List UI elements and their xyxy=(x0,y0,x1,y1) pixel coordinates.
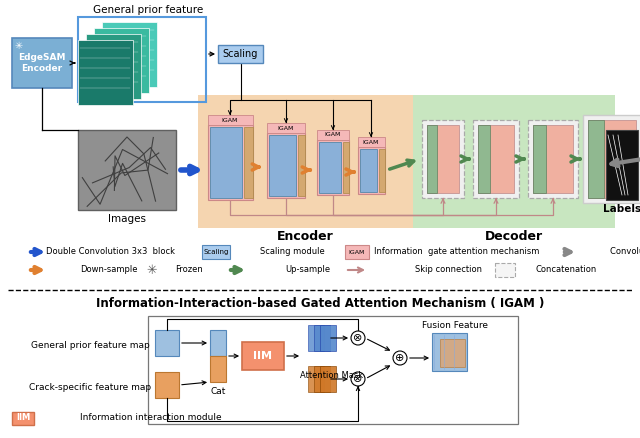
Bar xyxy=(317,130,349,140)
Bar xyxy=(422,120,464,198)
Bar xyxy=(86,34,141,99)
Bar xyxy=(155,372,179,398)
Bar xyxy=(94,28,149,93)
Bar xyxy=(588,120,604,198)
Bar xyxy=(379,149,385,192)
Bar xyxy=(478,125,490,193)
Bar xyxy=(298,135,305,196)
Text: IGAM: IGAM xyxy=(278,126,294,131)
Text: Scaling: Scaling xyxy=(222,49,258,59)
Text: Concatenation: Concatenation xyxy=(535,265,596,275)
Text: ✳: ✳ xyxy=(15,41,23,51)
Bar xyxy=(360,149,377,192)
Bar xyxy=(242,342,284,370)
Text: IIM: IIM xyxy=(253,351,273,361)
Bar xyxy=(583,115,640,203)
Text: Scaling module: Scaling module xyxy=(260,247,324,257)
Bar xyxy=(12,412,34,425)
Bar xyxy=(478,125,514,193)
Text: Scaling: Scaling xyxy=(204,249,228,255)
Text: Double Convolution 3x3  block: Double Convolution 3x3 block xyxy=(45,247,175,257)
Bar xyxy=(210,330,226,356)
Text: Decoder: Decoder xyxy=(485,230,543,243)
Text: ⊗: ⊗ xyxy=(353,333,363,343)
Bar xyxy=(148,316,518,424)
Bar xyxy=(78,130,176,210)
Text: General prior feature map: General prior feature map xyxy=(31,340,149,350)
Bar xyxy=(269,135,296,196)
Bar xyxy=(319,142,341,193)
Bar xyxy=(528,120,578,198)
Bar xyxy=(12,38,72,88)
Bar xyxy=(208,125,253,200)
Circle shape xyxy=(393,351,407,365)
Text: General prior feature: General prior feature xyxy=(93,5,203,15)
Bar xyxy=(533,125,546,193)
Bar xyxy=(267,123,305,133)
Bar xyxy=(267,133,305,198)
Text: Attention Mask: Attention Mask xyxy=(300,371,364,379)
Text: EdgeSAM
Encoder: EdgeSAM Encoder xyxy=(19,53,66,73)
Bar xyxy=(218,45,263,63)
Text: Up-sample: Up-sample xyxy=(285,265,330,275)
Bar xyxy=(427,125,437,193)
Bar xyxy=(210,356,226,382)
Bar xyxy=(208,115,253,125)
Text: IIM: IIM xyxy=(16,413,30,423)
Bar xyxy=(244,127,253,198)
Bar xyxy=(345,245,369,259)
Bar xyxy=(202,245,230,259)
Bar xyxy=(606,130,638,200)
Bar xyxy=(102,22,157,87)
Text: Convolution 1x1: Convolution 1x1 xyxy=(610,247,640,257)
Bar xyxy=(413,95,615,228)
Text: ⊕: ⊕ xyxy=(396,353,404,363)
Text: IGAM: IGAM xyxy=(222,117,238,123)
Text: Information interaction module: Information interaction module xyxy=(80,413,221,423)
Text: IGAM: IGAM xyxy=(349,250,365,254)
Text: Down-sample: Down-sample xyxy=(80,265,138,275)
Text: Cat: Cat xyxy=(211,388,226,396)
Bar xyxy=(432,333,467,371)
Bar xyxy=(320,366,336,392)
Circle shape xyxy=(351,372,365,386)
Bar xyxy=(210,127,242,198)
Bar xyxy=(358,137,385,147)
Bar xyxy=(473,120,519,198)
Text: IGAM: IGAM xyxy=(325,133,341,138)
Bar xyxy=(317,140,349,195)
Bar xyxy=(308,366,324,392)
Text: Fusion Feature: Fusion Feature xyxy=(422,321,488,329)
Bar xyxy=(198,95,413,228)
Text: IGAM: IGAM xyxy=(363,139,379,145)
Text: Information  gate attention mechanism: Information gate attention mechanism xyxy=(374,247,540,257)
Bar xyxy=(427,125,459,193)
Text: Encoder: Encoder xyxy=(276,230,333,243)
Bar xyxy=(78,17,206,102)
Bar xyxy=(495,263,515,277)
Bar xyxy=(155,330,179,356)
Text: Information-Interaction-based Gated Attention Mechanism ( IGAM ): Information-Interaction-based Gated Atte… xyxy=(96,297,544,311)
Text: ✳: ✳ xyxy=(147,264,157,276)
Bar xyxy=(358,147,385,194)
Text: Images: Images xyxy=(108,214,146,224)
Bar xyxy=(533,125,573,193)
Bar xyxy=(320,325,336,351)
Bar xyxy=(343,142,349,193)
Text: ⊗: ⊗ xyxy=(353,374,363,384)
Text: Frozen: Frozen xyxy=(175,265,203,275)
Text: Crack-specific feature map: Crack-specific feature map xyxy=(29,384,151,392)
Bar xyxy=(314,366,330,392)
Bar xyxy=(440,339,465,367)
Bar xyxy=(78,40,133,105)
Text: Skip connection: Skip connection xyxy=(415,265,482,275)
Text: Labels: Labels xyxy=(603,204,640,214)
Bar xyxy=(588,120,636,198)
Bar xyxy=(314,325,330,351)
Bar xyxy=(308,325,324,351)
Circle shape xyxy=(351,331,365,345)
